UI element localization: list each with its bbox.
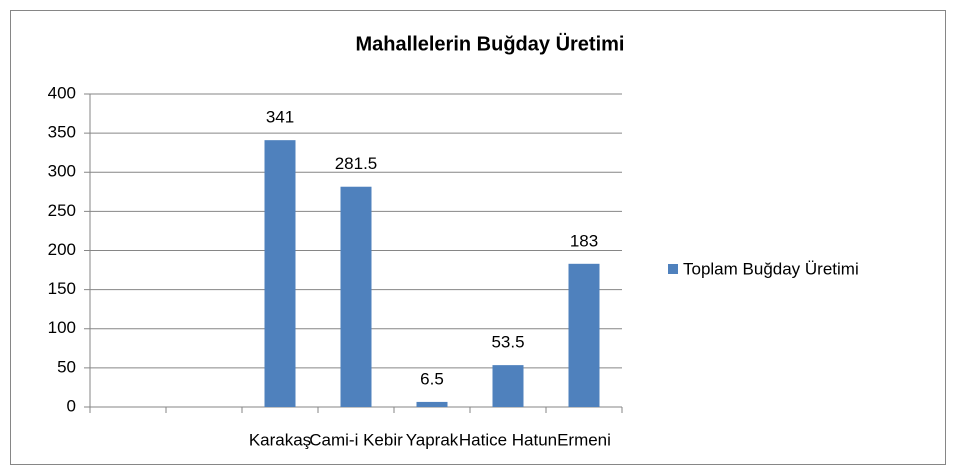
y-tick-label: 0 [67,396,76,415]
legend-label: Toplam Buğday Üretimi [683,259,859,278]
data-label: 281.5 [335,154,378,173]
bar [568,263,600,407]
y-tick-label: 150 [48,279,76,298]
bar [416,401,448,407]
y-tick-label: 300 [48,162,76,181]
bar [492,365,524,407]
chart-frame [10,10,946,465]
data-label: 341 [266,108,294,127]
x-tick-label: Cami-i Kebir [309,430,403,449]
y-tick-label: 350 [48,123,76,142]
y-tick-label: 250 [48,201,76,220]
bar [264,140,296,408]
bar [340,186,372,407]
x-tick-label: Karakaş [249,430,311,449]
chart-title: Mahallelerin Buğday Üretimi [356,32,625,55]
y-tick-label: 50 [57,357,76,376]
y-tick-label: 400 [48,83,76,102]
x-tick-label: Hatice Hatun [459,430,557,449]
x-tick-label: Yaprak [406,430,459,449]
data-label: 183 [570,231,598,250]
y-tick-label: 100 [48,318,76,337]
data-label: 53.5 [491,333,524,352]
legend-swatch [668,264,678,274]
y-tick-label: 200 [48,240,76,259]
x-tick-label: Ermeni [557,430,611,449]
data-label: 6.5 [420,369,444,388]
